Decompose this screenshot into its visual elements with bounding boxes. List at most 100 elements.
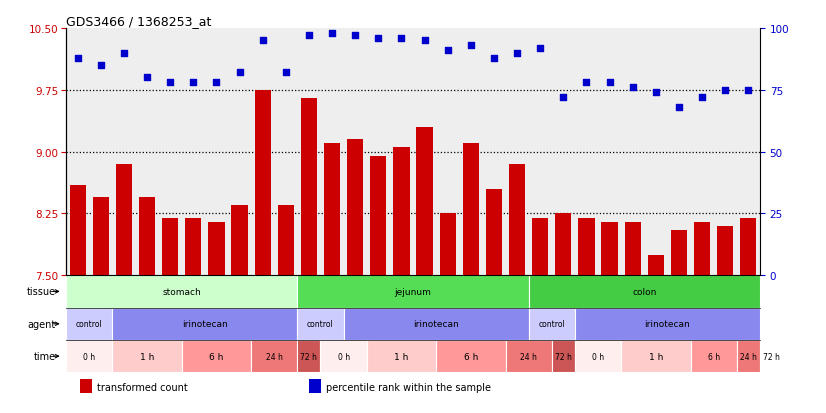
Point	[71, 55, 84, 62]
Bar	[624, 222, 641, 275]
Bar	[509, 164, 525, 275]
Bar	[347, 140, 363, 275]
Text: 24 h: 24 h	[266, 352, 282, 361]
Bar	[439, 214, 456, 275]
Point	[164, 80, 177, 86]
Bar	[393, 148, 410, 275]
Text: irinotecan: irinotecan	[413, 320, 459, 328]
Point	[603, 80, 616, 86]
Point	[534, 45, 547, 52]
Bar	[297, 308, 344, 340]
Bar	[66, 308, 112, 340]
Text: 1 h: 1 h	[648, 352, 663, 361]
Point	[233, 70, 246, 76]
Text: colon: colon	[632, 287, 657, 296]
Bar	[297, 275, 529, 308]
Bar	[320, 340, 367, 373]
Text: jejunum: jejunum	[395, 287, 431, 296]
Bar	[575, 340, 621, 373]
Bar	[231, 206, 248, 275]
Bar	[139, 197, 155, 275]
Bar	[552, 340, 575, 373]
Point	[210, 80, 223, 86]
Bar	[93, 197, 109, 275]
Bar	[208, 222, 225, 275]
Point	[487, 55, 501, 62]
Bar	[297, 340, 320, 373]
Text: 72 h: 72 h	[555, 352, 572, 361]
Point	[349, 33, 362, 40]
Bar	[344, 308, 529, 340]
Bar	[532, 218, 548, 275]
Bar	[370, 157, 387, 275]
Text: stomach: stomach	[163, 287, 201, 296]
Point	[695, 95, 709, 101]
Text: 72 h: 72 h	[301, 352, 317, 361]
Text: control: control	[539, 320, 565, 328]
Bar	[80, 379, 93, 394]
Bar	[717, 226, 733, 275]
Text: 1 h: 1 h	[140, 352, 154, 361]
Bar	[760, 340, 783, 373]
Bar	[112, 340, 182, 373]
Point	[302, 33, 316, 40]
Bar	[506, 340, 552, 373]
Point	[557, 95, 570, 101]
Text: 0 h: 0 h	[592, 352, 604, 361]
Bar	[162, 218, 178, 275]
Point	[441, 48, 454, 55]
Bar	[367, 340, 436, 373]
Point	[140, 75, 154, 81]
Text: 24 h: 24 h	[740, 352, 757, 361]
Text: transformed count: transformed count	[97, 382, 188, 392]
Point	[464, 43, 477, 50]
Text: time: time	[34, 351, 55, 361]
Point	[418, 38, 431, 45]
Bar	[694, 222, 710, 275]
Bar	[737, 340, 760, 373]
Bar	[529, 275, 760, 308]
Bar	[116, 164, 132, 275]
Point	[395, 36, 408, 42]
Bar	[254, 90, 271, 275]
Bar	[301, 99, 317, 275]
Bar	[182, 340, 251, 373]
Bar	[309, 379, 321, 394]
Point	[672, 104, 686, 111]
Text: 6 h: 6 h	[463, 352, 478, 361]
Bar	[436, 340, 506, 373]
Point	[719, 87, 732, 94]
Bar	[575, 308, 760, 340]
Bar	[578, 218, 595, 275]
Bar	[69, 185, 86, 275]
Text: irinotecan: irinotecan	[182, 320, 228, 328]
Text: GDS3466 / 1368253_at: GDS3466 / 1368253_at	[66, 15, 211, 28]
Point	[626, 85, 639, 91]
Text: tissue: tissue	[26, 287, 55, 297]
Text: 6 h: 6 h	[209, 352, 224, 361]
Bar	[416, 128, 433, 275]
Bar	[486, 189, 502, 275]
Text: 72 h: 72 h	[763, 352, 780, 361]
Point	[256, 38, 269, 45]
Text: 24 h: 24 h	[520, 352, 537, 361]
Point	[649, 90, 662, 96]
Text: control: control	[307, 320, 334, 328]
Text: percentile rank within the sample: percentile rank within the sample	[326, 382, 491, 392]
Bar	[324, 144, 340, 275]
Bar	[648, 255, 664, 275]
Bar	[66, 340, 112, 373]
Point	[372, 36, 385, 42]
Point	[117, 50, 131, 57]
Point	[279, 70, 292, 76]
Bar	[555, 214, 572, 275]
Bar	[601, 222, 618, 275]
Bar	[691, 340, 737, 373]
Bar	[185, 218, 202, 275]
Text: 6 h: 6 h	[708, 352, 719, 361]
Text: irinotecan: irinotecan	[644, 320, 691, 328]
Bar	[251, 340, 297, 373]
Point	[94, 63, 107, 69]
Bar	[740, 218, 757, 275]
Bar	[529, 308, 575, 340]
